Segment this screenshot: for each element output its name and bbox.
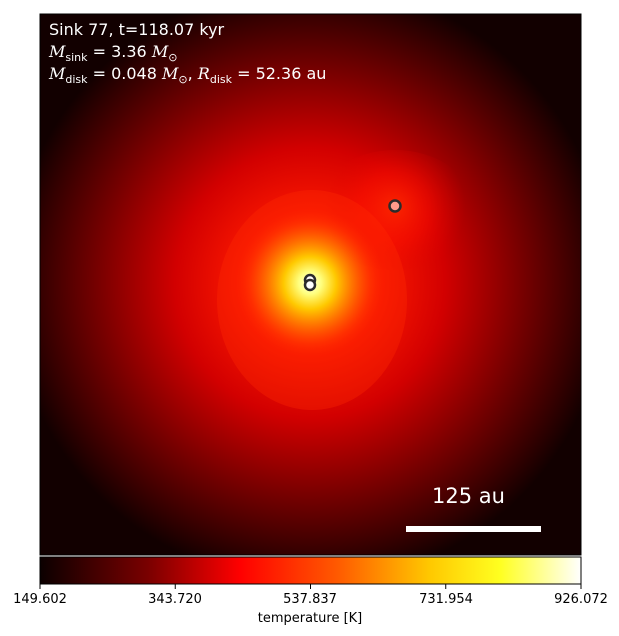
- colorbar-tick-label: 149.602: [13, 592, 67, 607]
- central-sink-b: [303, 278, 317, 292]
- colorbar-tick-label: 926.072: [554, 592, 608, 607]
- sink-markers: [303, 199, 402, 292]
- colorbar-tick-label: 343.720: [148, 592, 202, 607]
- disk-properties: Mdisk = 0.048 M⊙, Rdisk = 52.36 au: [49, 64, 327, 87]
- msink-value: 3.36: [111, 42, 147, 61]
- map-frame: [39, 13, 582, 556]
- scalebar-label: 125 au: [432, 484, 505, 508]
- scalebar: [406, 526, 541, 532]
- rdisk-value: 52.36: [255, 64, 302, 83]
- sink-mass: Msink = 3.36 M⊙: [49, 42, 178, 65]
- colorbar-label: temperature [K]: [257, 611, 363, 626]
- rdisk-unit: au: [306, 64, 327, 83]
- companion-sink: [388, 199, 402, 213]
- sink-title: Sink 77, t=118.07 kyr: [49, 20, 225, 39]
- colorbar: [39, 556, 582, 589]
- mdisk-value: 0.048: [111, 64, 157, 83]
- colorbar-tick-label: 731.954: [419, 592, 473, 607]
- colorbar-tick-label: 537.837: [283, 592, 337, 607]
- colorbar-gradient: [39, 556, 582, 585]
- temperature-map: [40, 14, 581, 555]
